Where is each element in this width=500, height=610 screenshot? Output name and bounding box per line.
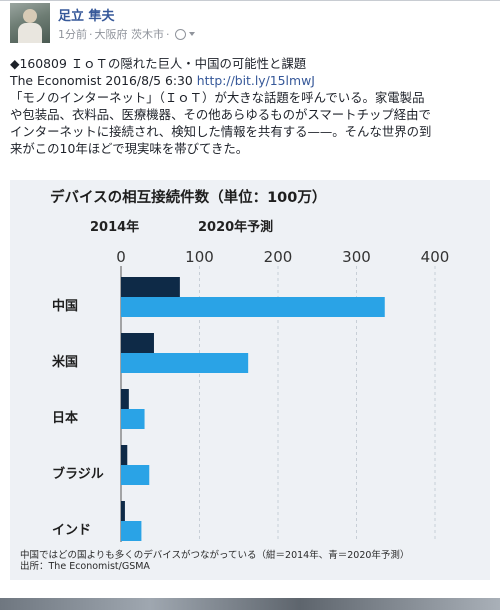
category-label: 米国 (52, 354, 78, 370)
caption-line-1: 中国ではどの国よりも多くのデバイスがつながっている（紺＝2014年、青＝2020… (20, 550, 410, 561)
bottom-strip (0, 598, 500, 610)
chart-title: デバイスの相互接続件数（単位：100万） (50, 190, 327, 206)
bar (121, 465, 150, 485)
post-meta: 1分前 · 大阪府 茨木市 · (58, 26, 195, 42)
bar (121, 445, 128, 465)
avatar[interactable] (10, 3, 50, 43)
bar (121, 501, 125, 521)
x-tick-label: 300 (342, 248, 371, 266)
category-label: 日本 (52, 410, 78, 426)
bar (121, 277, 180, 297)
post-header: 足立 隼夫 1分前 · 大阪府 茨木市 · (10, 3, 490, 47)
post-location[interactable]: 大阪府 茨木市 (94, 28, 165, 41)
globe-icon[interactable] (174, 28, 186, 40)
caption-line-2: 出所：The Economist/GSMA (20, 561, 150, 572)
chevron-down-icon[interactable] (188, 32, 195, 36)
x-tick-label: 200 (264, 248, 293, 266)
legend-label-2014: 2014年 (90, 220, 140, 235)
top-border (0, 0, 500, 1)
bar (121, 297, 385, 317)
body-line: や包装品、衣料品、医療機器、その他あらゆるものがスマートチップ経由で (10, 107, 431, 122)
meta-separator-2: · (166, 27, 170, 41)
bar (121, 353, 249, 373)
x-tick-label: 400 (421, 248, 450, 266)
category-label: 中国 (52, 298, 78, 314)
category-label: ブラジル (52, 466, 104, 482)
body-line: インターネットに接続され、検知した情報を共有する——。そんな世界の到 (10, 124, 432, 139)
avatar-body (18, 23, 42, 43)
bar (121, 521, 142, 541)
post-source-line: The Economist 2016/8/5 6:30 http://bit.l… (10, 72, 495, 89)
author-name[interactable]: 足立 隼夫 (58, 9, 115, 24)
bar (121, 409, 145, 429)
legend-label-2020: 2020年予測 (198, 220, 274, 235)
body-line: 来がこの10年ほどで現実味を帯びてきた。 (10, 141, 249, 156)
post-title-line: ◆160809 ＩｏＴの隠れた巨人・中国の可能性と課題 (10, 56, 307, 71)
avatar-head (23, 9, 37, 23)
category-label: インド (52, 523, 91, 538)
meta-separator: · (89, 27, 93, 41)
post-time[interactable]: 1分前 (58, 28, 87, 41)
bar (121, 333, 154, 353)
x-tick-label: 0 (116, 248, 126, 266)
post-text: ◆160809 ＩｏＴの隠れた巨人・中国の可能性と課題 The Economis… (10, 55, 495, 157)
figure-caption: 中国ではどの国よりも多くのデバイスがつながっている（紺＝2014年、青＝2020… (20, 550, 409, 572)
body-line: 「モノのインターネット」（ＩｏＴ）が大きな話題を呼んでいる。家電製品 (10, 90, 425, 105)
bar (121, 389, 129, 409)
source-text: The Economist 2016/8/5 6:30 (10, 73, 193, 88)
x-tick-label: 100 (185, 248, 214, 266)
chart-image[interactable]: デバイスの相互接続件数（単位：100万） 2014年 2020年予測 0 100 2… (10, 180, 490, 580)
article-link[interactable]: http://bit.ly/15lmwJ (196, 73, 315, 88)
